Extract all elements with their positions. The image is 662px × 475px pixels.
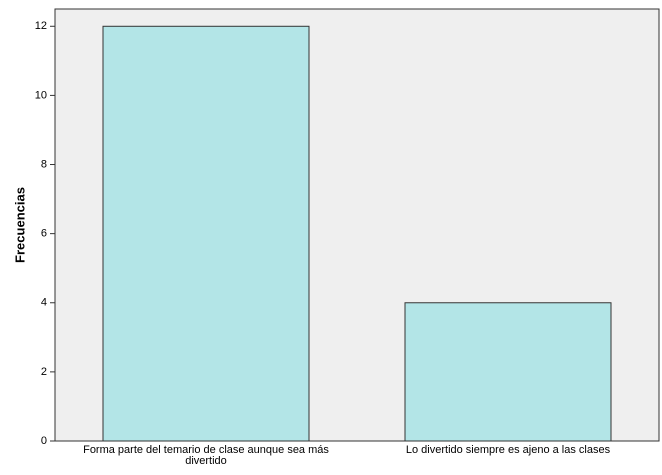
y-tick-label-1: 2 [41,366,47,378]
bars [102,25,612,442]
bar-1 [404,302,612,442]
y-tick-label-2: 4 [41,297,47,309]
y-tick-label-0: 0 [41,435,47,447]
y-tick-label-6: 12 [35,20,47,32]
bar-0 [102,25,310,442]
y-tick-label-5: 10 [35,89,47,101]
y-ticks: 0 2 4 6 8 10 12 [35,20,55,447]
x-category-label-1: Lo divertido siempre es ajeno a las clas… [406,444,611,456]
y-axis-title: Frecuencias [12,187,27,263]
category-labels: Forma parte del temario de clase aunque … [83,444,611,467]
y-tick-label-4: 8 [41,158,47,170]
x-category-label-0: Forma parte del temario de clase aunque … [83,444,329,467]
y-tick-label-3: 6 [41,228,47,240]
